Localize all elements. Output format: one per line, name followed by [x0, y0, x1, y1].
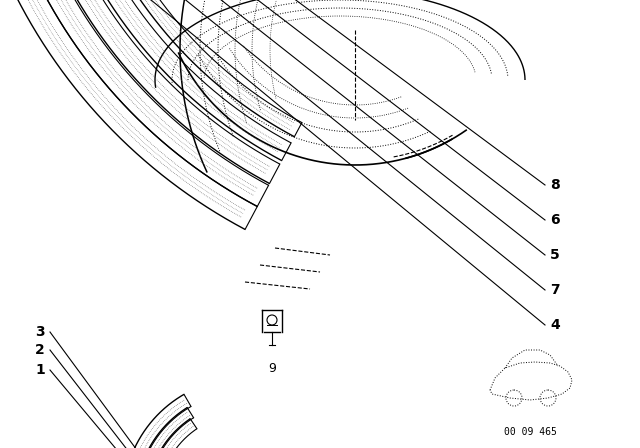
Text: 4: 4: [550, 318, 560, 332]
Text: 8: 8: [550, 178, 560, 192]
Text: 5: 5: [550, 248, 560, 262]
Text: 9: 9: [268, 362, 276, 375]
Text: 00 09 465: 00 09 465: [504, 427, 556, 437]
Text: 3: 3: [35, 325, 45, 339]
Text: 2: 2: [35, 343, 45, 357]
Text: 6: 6: [550, 213, 559, 227]
Text: 7: 7: [550, 283, 559, 297]
Text: 1: 1: [35, 363, 45, 377]
